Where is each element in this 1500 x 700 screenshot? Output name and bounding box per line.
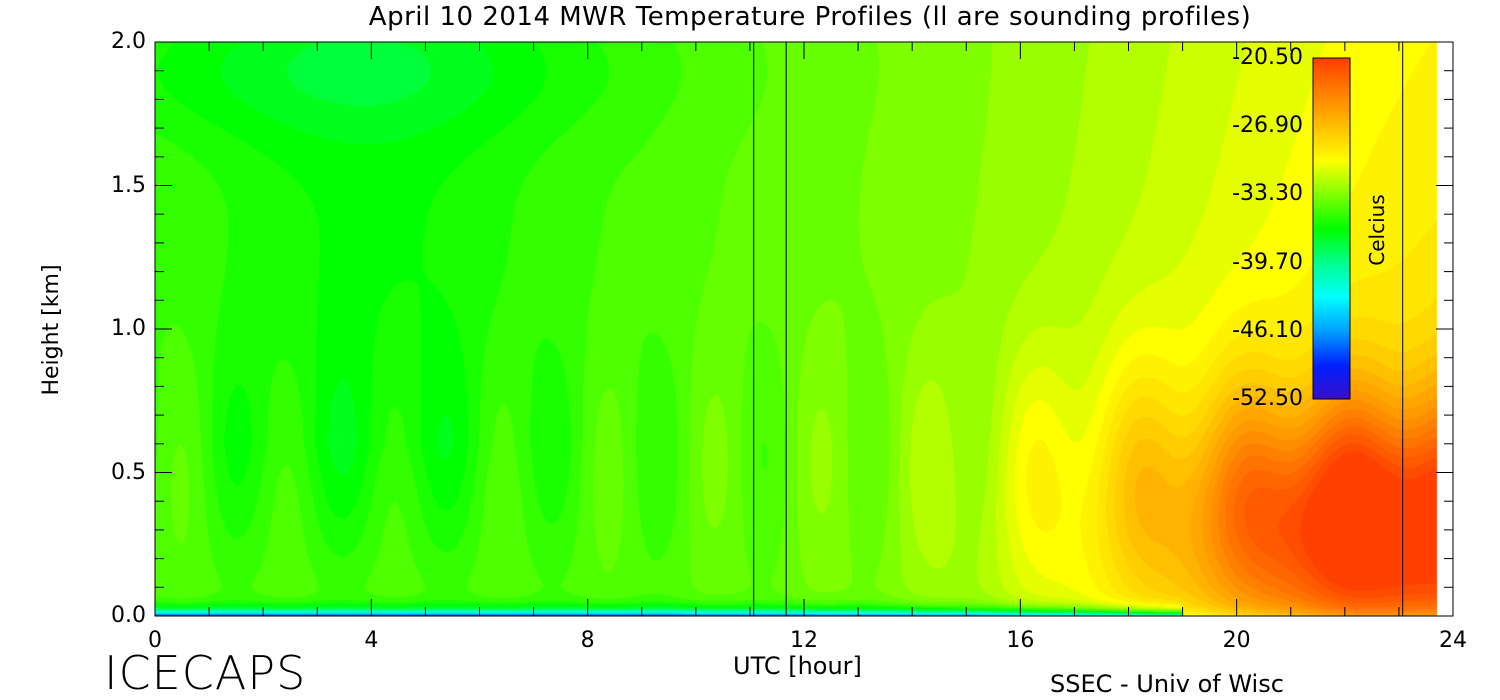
x-tick-label: 16 [1006,628,1035,653]
x-tick-label: 4 [364,628,379,653]
colorbar-tick-label: -26.90 [1232,113,1303,139]
colorbar-tick-label: -20.50 [1232,45,1303,70]
colorbar-tick-label: -46.10 [1232,317,1303,343]
x-axis-label: UTC [hour] [733,652,862,680]
x-tick-label: 12 [790,628,818,653]
y-tick-label: 0.5 [111,459,146,485]
x-tick-label: 24 [1439,628,1467,653]
y-tick-label: 1.5 [111,172,146,198]
x-tick-label: 0 [148,628,162,653]
colorbar-tick-label: -33.30 [1232,181,1303,207]
y-tick-label: 1.0 [111,316,146,341]
y-tick-label: 2.0 [111,29,146,54]
program-logo-text: ICECAPS [104,646,307,700]
chart-title: April 10 2014 MWR Temperature Profiles (… [368,2,1252,32]
colorbar-tick-label: -52.50 [1232,386,1303,411]
credit-text: SSEC - Univ of Wisc [1050,670,1284,698]
colorbar [1312,57,1351,400]
y-tick-label: 0.0 [111,603,146,628]
x-tick-label: 20 [1222,628,1251,653]
y-axis-label: Height [km] [39,264,64,396]
x-tick-label: 8 [580,628,595,653]
colorbar-tick-label: -39.70 [1232,249,1303,275]
colorbar-unit-label: Celcius [1365,194,1389,266]
